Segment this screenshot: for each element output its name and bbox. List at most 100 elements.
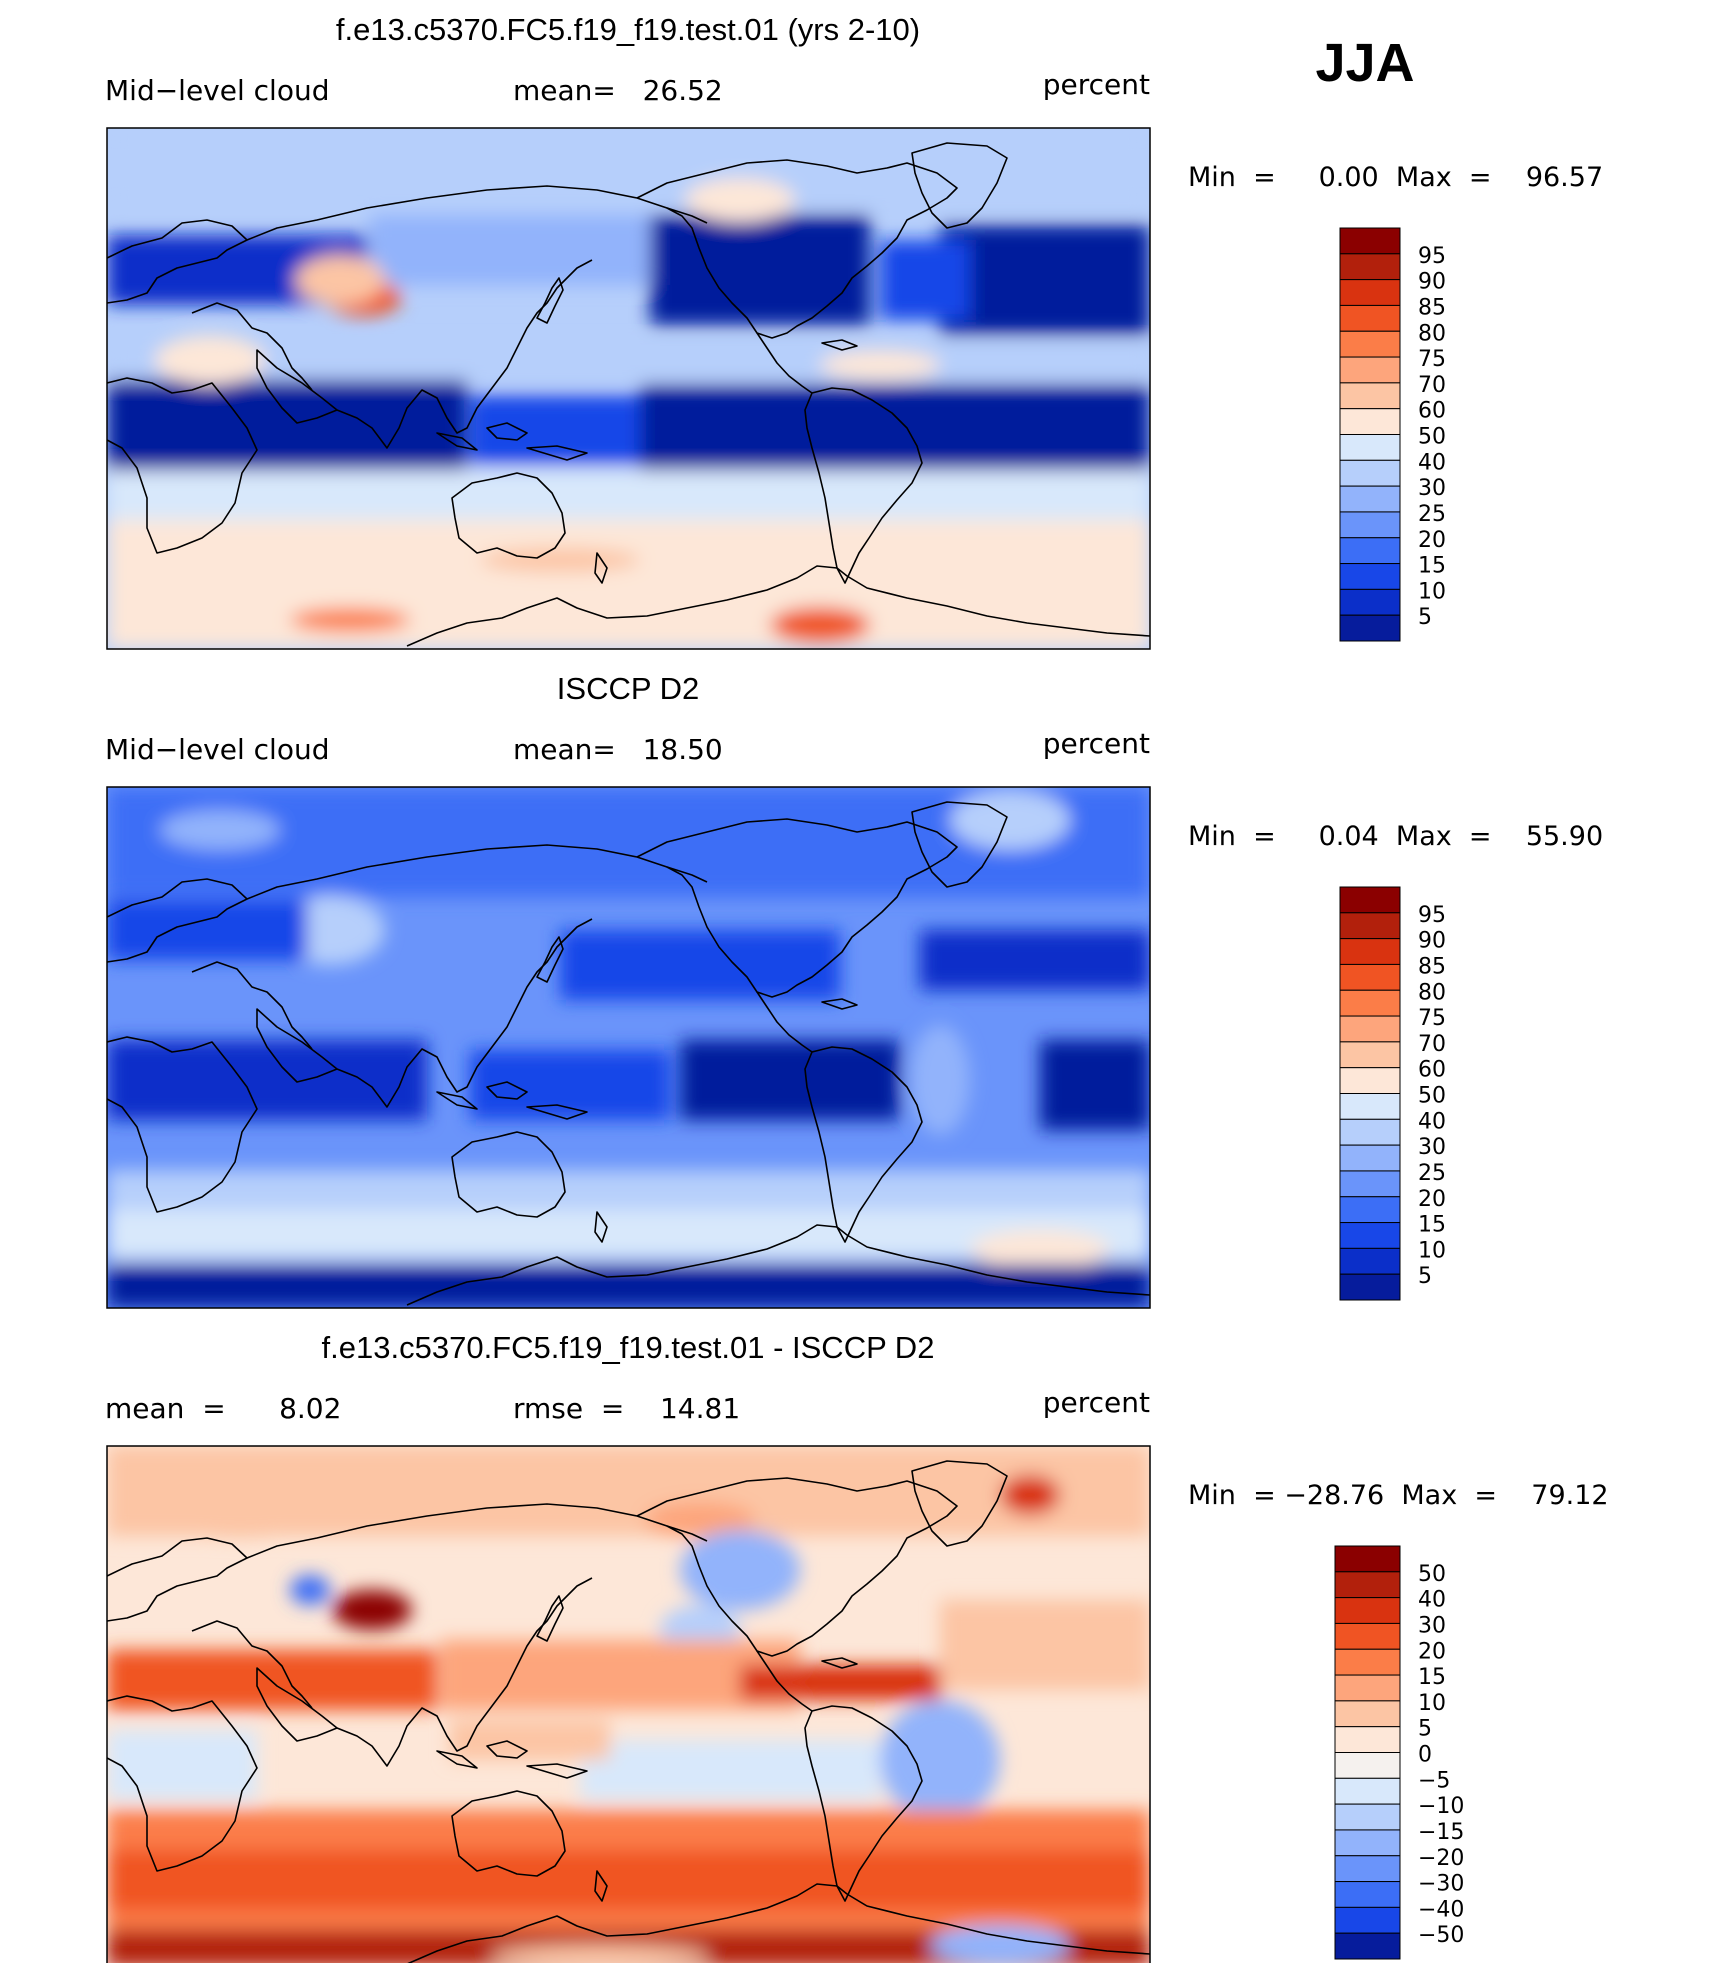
- colorbar-swatch: [1339, 279, 1401, 306]
- colorbar-tick-label: 80: [1418, 980, 1446, 1005]
- colorbar-swatch: [1339, 227, 1401, 255]
- colorbar-swatch: [1334, 1906, 1401, 1934]
- colorbar-swatch: [1339, 485, 1401, 513]
- colorbar-swatch: [1339, 912, 1401, 940]
- colorbar-tick-label: 25: [1418, 502, 1446, 527]
- colorbar-swatch: [1339, 563, 1401, 590]
- colorbar-tick-label: 70: [1418, 1032, 1446, 1057]
- colorbar-tick-label: 90: [1418, 929, 1446, 954]
- panel-3-units: percent: [1043, 1386, 1150, 1419]
- colorbar-tick-label: 15: [1418, 1213, 1446, 1238]
- colorbar-tick-label: 5: [1418, 1264, 1432, 1289]
- colorbar-tick-label: 25: [1418, 1161, 1446, 1186]
- colorbar-tick-label: 40: [1418, 1588, 1446, 1613]
- colorbar-swatch: [1339, 459, 1401, 487]
- panel-difference: f.e13.c5370.FC5.f19_f19.test.01 - ISCCP …: [105, 1330, 1609, 1963]
- colorbar-tick-label: 10: [1418, 579, 1446, 604]
- colorbar-swatch: [1339, 330, 1401, 358]
- colorbar-swatch: [1334, 1803, 1401, 1831]
- colorbar-tick-label: 80: [1418, 321, 1446, 346]
- panel-1-minmax: Min = 0.00 Max = 96.57: [1188, 162, 1603, 193]
- colorbar-swatch: [1339, 886, 1401, 914]
- colorbar-tick-label: 70: [1418, 373, 1446, 398]
- colorbar-swatch: [1339, 989, 1401, 1017]
- colorbar-tick-label: −30: [1418, 1872, 1464, 1897]
- panel-2-units: percent: [1043, 727, 1150, 760]
- colorbar-tick-label: 85: [1418, 295, 1446, 320]
- colorbar-tick-label: 50: [1418, 1562, 1446, 1587]
- colorbar-tick-label: −10: [1418, 1794, 1464, 1819]
- colorbar-swatch: [1339, 537, 1401, 565]
- colorbar-tick-label: 30: [1418, 1135, 1446, 1160]
- colorbar-tick-label: 30: [1418, 1613, 1446, 1638]
- colorbar-swatch: [1334, 1622, 1401, 1650]
- colorbar-tick-label: 10: [1418, 1691, 1446, 1716]
- colorbar-tick-label: 20: [1418, 528, 1446, 553]
- colorbar-swatch: [1334, 1726, 1401, 1753]
- colorbar-tick-label: 75: [1418, 347, 1446, 372]
- colorbar-tick-label: 40: [1418, 450, 1446, 475]
- colorbar-swatch: [1334, 1674, 1401, 1702]
- colorbar-swatch: [1339, 382, 1401, 410]
- colorbar-swatch: [1334, 1881, 1401, 1908]
- colorbar-tick-label: 60: [1418, 399, 1446, 424]
- panel-2-left-label: Mid−level cloud: [105, 733, 329, 766]
- colorbar-swatch: [1339, 1041, 1401, 1069]
- colorbar-tick-label: 15: [1418, 554, 1446, 579]
- panel-model: f.e13.c5370.FC5.f19_f19.test.01 (yrs 2-1…: [105, 12, 1603, 650]
- colorbar-swatch: [1339, 1273, 1401, 1301]
- colorbar-swatch: [1339, 253, 1401, 281]
- colorbar-swatch: [1339, 1170, 1401, 1198]
- colorbar-swatch: [1334, 1571, 1401, 1599]
- panel-observed: ISCCP D2 Mid−level cloud mean= 18.50 per…: [105, 671, 1603, 1309]
- colorbar-swatch: [1339, 434, 1401, 461]
- colorbar-tick-label: 95: [1418, 903, 1446, 928]
- colorbar-swatch: [1339, 1196, 1401, 1224]
- colorbar-swatch: [1339, 1067, 1401, 1094]
- panel-3-rmse-label: rmse = 14.81: [513, 1392, 740, 1425]
- colorbar-swatch: [1339, 356, 1401, 384]
- panel-2-mean-label: mean= 18.50: [513, 733, 723, 766]
- colorbar-tick-label: 40: [1418, 1109, 1446, 1134]
- colorbar-tick-label: 90: [1418, 270, 1446, 295]
- colorbar-tick-label: 75: [1418, 1006, 1446, 1031]
- panel-2-map: [107, 787, 1150, 1308]
- colorbar-tick-label: 85: [1418, 954, 1446, 979]
- colorbar-swatch: [1339, 963, 1401, 991]
- colorbar-tick-label: 15: [1418, 1665, 1446, 1690]
- colorbar-tick-label: 10: [1418, 1238, 1446, 1263]
- panel-2-title: ISCCP D2: [557, 671, 699, 706]
- colorbar-swatch: [1339, 1144, 1401, 1172]
- colorbar-swatch: [1339, 408, 1401, 435]
- panel-3-minmax: Min = −28.76 Max = 79.12: [1188, 1480, 1609, 1511]
- colorbar-swatch: [1339, 1118, 1401, 1146]
- colorbar-swatch: [1339, 614, 1401, 642]
- colorbar-tick-label: 5: [1418, 605, 1432, 630]
- colorbar-swatch: [1339, 511, 1401, 539]
- colorbar-tick-label: −15: [1418, 1820, 1464, 1845]
- colorbar-tick-label: 20: [1418, 1187, 1446, 1212]
- colorbar-tick-label: −40: [1418, 1897, 1464, 1922]
- colorbar-tick-label: −5: [1418, 1768, 1450, 1793]
- colorbar-swatch: [1339, 1247, 1401, 1275]
- colorbar-swatch: [1334, 1855, 1401, 1883]
- colorbar-tick-label: 20: [1418, 1639, 1446, 1664]
- panel-1-units: percent: [1043, 68, 1150, 101]
- colorbar-tick-label: −20: [1418, 1846, 1464, 1871]
- colorbar-swatch: [1339, 1222, 1401, 1249]
- colorbar-swatch: [1334, 1752, 1401, 1779]
- panel-1-left-label: Mid−level cloud: [105, 74, 329, 107]
- colorbar-swatch: [1334, 1829, 1401, 1857]
- colorbar-tick-label: 30: [1418, 476, 1446, 501]
- colorbar-swatch: [1334, 1597, 1401, 1624]
- panel-2-minmax: Min = 0.04 Max = 55.90: [1188, 821, 1603, 852]
- panel-3-map: [107, 1446, 1150, 1963]
- colorbar-swatch: [1339, 588, 1401, 616]
- colorbar-tick-label: −50: [1418, 1923, 1464, 1948]
- colorbar-swatch: [1334, 1700, 1401, 1728]
- colorbar-swatch: [1334, 1648, 1401, 1676]
- colorbar-swatch: [1334, 1545, 1401, 1573]
